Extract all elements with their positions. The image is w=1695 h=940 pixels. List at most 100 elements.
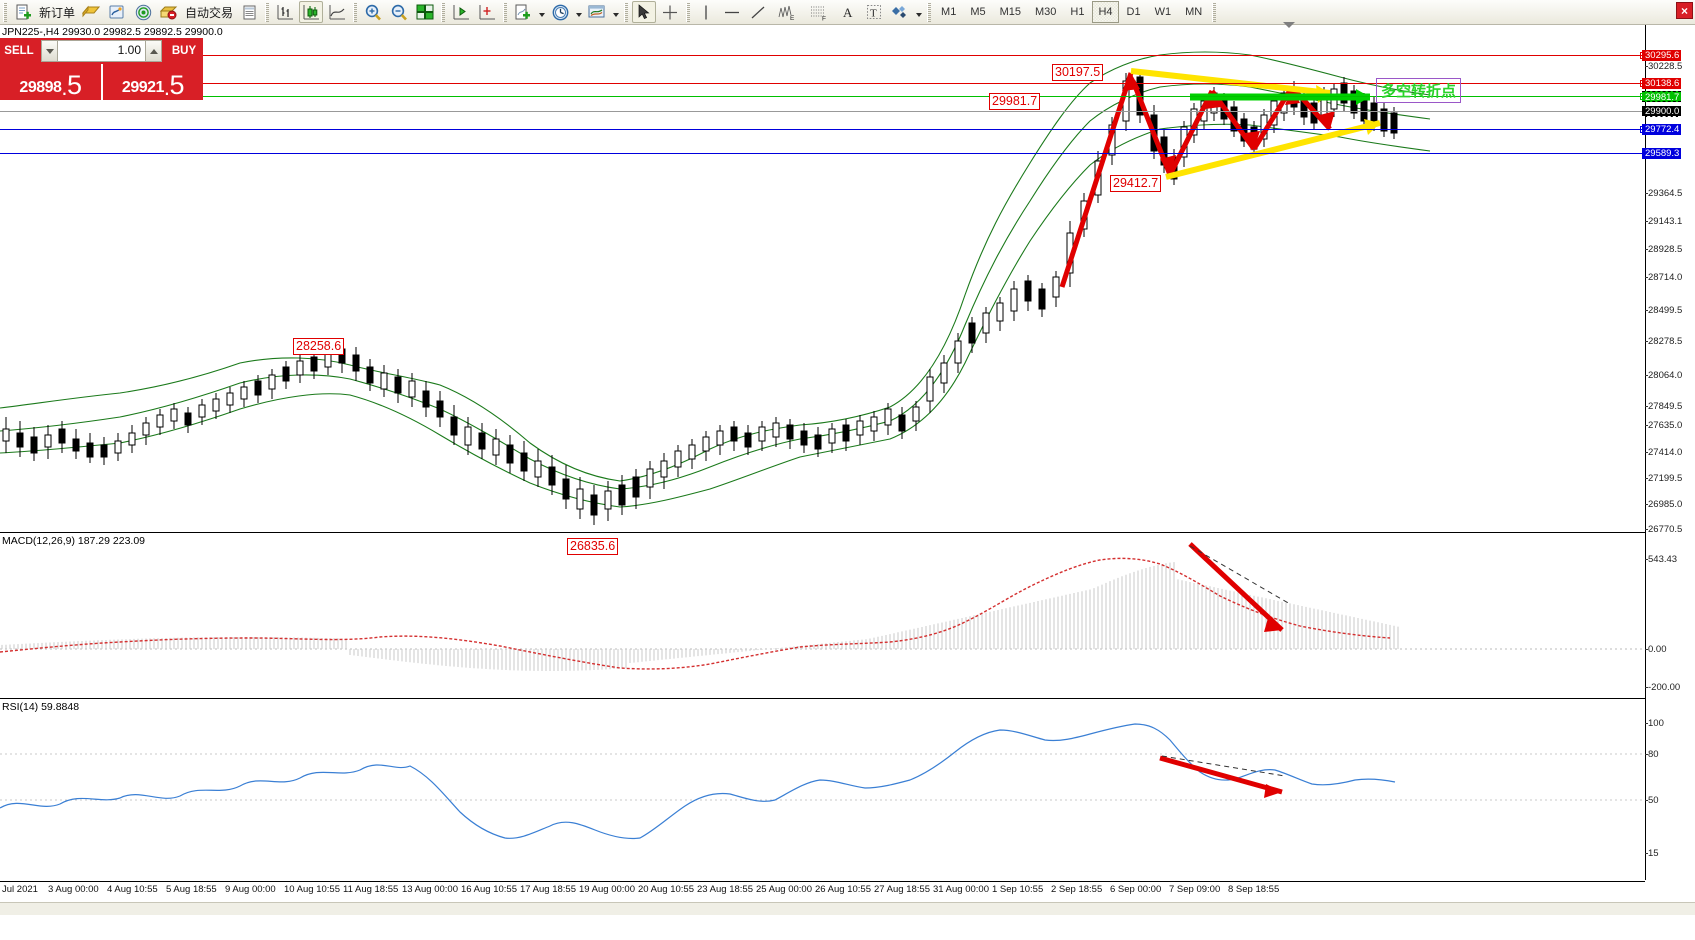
price-level-badge[interactable]: 30138.6 bbox=[1642, 78, 1682, 89]
horizontal-scrollbar[interactable] bbox=[0, 902, 1695, 915]
price-level-badge[interactable]: 29772.4 bbox=[1642, 124, 1682, 135]
close-icon[interactable]: × bbox=[1676, 2, 1693, 19]
swing-point-callout[interactable]: 28258.6 bbox=[293, 338, 345, 355]
toolbar-divider bbox=[927, 2, 932, 22]
news-icon[interactable] bbox=[105, 1, 129, 23]
chart-area[interactable]: JPN225-,H4 29930.0 29982.5 29892.5 29900… bbox=[0, 22, 1695, 940]
buy-price-integer: 29921 bbox=[121, 79, 165, 96]
auto-trading-icon[interactable] bbox=[157, 1, 181, 23]
shift-chart-icon[interactable] bbox=[449, 1, 473, 23]
chevron-down-icon[interactable] bbox=[536, 1, 547, 23]
text-icon[interactable]: A bbox=[836, 1, 860, 23]
buy-label[interactable]: BUY bbox=[165, 38, 203, 64]
cursor-icon[interactable] bbox=[632, 1, 657, 23]
swing-point-callout[interactable]: 30197.5 bbox=[1052, 64, 1104, 81]
sell-button[interactable]: 29898 . 5 bbox=[0, 64, 101, 100]
time-axis[interactable]: Jul 2021 3 Aug 00:00 4 Aug 10:55 5 Aug 18:5… bbox=[0, 881, 1645, 899]
zoom-in-icon[interactable] bbox=[361, 1, 385, 23]
buy-price-fraction: 5 bbox=[169, 70, 185, 100]
text-label-icon[interactable]: T bbox=[862, 1, 886, 23]
vertical-line-icon[interactable] bbox=[694, 1, 718, 23]
volume-decrease-button[interactable] bbox=[41, 40, 58, 62]
price-axis[interactable]: 30228.5 29364.5 29143.1 28928.5 28714.0 28499… bbox=[1642, 25, 1695, 880]
fibonacci-icon[interactable]: F bbox=[804, 1, 834, 23]
timeframe-button-h4[interactable]: H4 bbox=[1092, 1, 1119, 23]
time-axis-label: 16 Aug 10:55 bbox=[461, 884, 517, 895]
time-axis-label: 6 Sep 00:00 bbox=[1110, 884, 1162, 895]
buy-button[interactable]: 29921 . 5 bbox=[101, 64, 203, 100]
order-panel-price-row: 29898 . 5 29921 . 5 bbox=[0, 64, 203, 100]
price-level-badge[interactable]: 29981.7 bbox=[1642, 91, 1682, 103]
tile-windows-icon[interactable] bbox=[413, 1, 437, 23]
swing-point-callout[interactable]: 29412.7 bbox=[1110, 175, 1162, 192]
zoom-out-icon[interactable] bbox=[387, 1, 411, 23]
history-icon[interactable] bbox=[79, 1, 103, 23]
indicator-axis-tick: 80 bbox=[1645, 749, 1659, 760]
svg-text:A: A bbox=[843, 5, 853, 20]
autoscroll-icon[interactable] bbox=[475, 1, 499, 23]
chevron-down-icon[interactable] bbox=[913, 1, 924, 23]
terminal-icon[interactable] bbox=[237, 1, 261, 23]
sell-price-fraction: 5 bbox=[67, 70, 82, 100]
chevron-down-icon[interactable] bbox=[573, 1, 584, 23]
indicator-axis-tick: 543.43 bbox=[1644, 554, 1678, 565]
chevron-down-icon[interactable] bbox=[610, 1, 621, 23]
add-indicator-icon[interactable] bbox=[511, 1, 535, 23]
templates-icon[interactable] bbox=[585, 1, 609, 23]
crosshair-icon[interactable] bbox=[658, 1, 682, 23]
timeframe-button-m30[interactable]: M30 bbox=[1035, 6, 1057, 18]
volume-stepper[interactable]: 1.00 bbox=[38, 38, 165, 64]
price-axis-tick: 27199.5 bbox=[1644, 473, 1683, 484]
horizontal-line-icon[interactable] bbox=[720, 1, 744, 23]
time-axis-label: 20 Aug 10:55 bbox=[638, 884, 694, 895]
order-panel-top-row: SELL 1.00 BUY bbox=[0, 38, 203, 64]
indicator-axis-tick: 50 bbox=[1645, 795, 1659, 806]
timeframe-button-h1[interactable]: H1 bbox=[1070, 6, 1085, 18]
elliott-wave-icon[interactable]: E bbox=[772, 1, 802, 23]
time-axis-label: Jul 2021 bbox=[2, 884, 38, 895]
sell-label[interactable]: SELL bbox=[0, 38, 38, 64]
trendline-icon[interactable] bbox=[746, 1, 770, 23]
volume-input[interactable]: 1.00 bbox=[58, 40, 145, 62]
new-order-label[interactable]: 新订单 bbox=[39, 5, 76, 20]
chevron-down-icon[interactable] bbox=[1283, 22, 1295, 28]
signal-icon[interactable] bbox=[131, 1, 155, 23]
indicator-axis-tick: 100 bbox=[1645, 718, 1664, 729]
objects-icon[interactable] bbox=[888, 1, 912, 23]
period-icon[interactable] bbox=[548, 1, 572, 23]
indicator-axis-tick: -200.00 bbox=[1644, 682, 1681, 693]
candlestick-chart-icon[interactable] bbox=[299, 1, 324, 23]
auto-trading-label[interactable]: 自动交易 bbox=[185, 5, 234, 20]
indicator-axis-tick: 15 bbox=[1645, 848, 1659, 859]
price-axis-tick: 26770.5 bbox=[1644, 524, 1683, 535]
timeframe-button-m15[interactable]: M15 bbox=[999, 6, 1021, 18]
timeframe-button-m5[interactable]: M5 bbox=[970, 6, 986, 18]
bar-chart-icon[interactable] bbox=[273, 1, 297, 23]
rsi-title: RSI(14) 59.8848 bbox=[2, 701, 80, 713]
line-chart-icon[interactable] bbox=[325, 1, 349, 23]
price-pane[interactable]: JPN225-,H4 29930.0 29982.5 29892.5 29900… bbox=[0, 25, 1645, 533]
time-axis-label: 26 Aug 10:55 bbox=[815, 884, 871, 895]
price-axis-tick: 26985.0 bbox=[1644, 499, 1683, 510]
price-level-badge[interactable]: 30295.6 bbox=[1642, 50, 1682, 61]
price-level-badge[interactable]: 29589.3 bbox=[1642, 148, 1682, 159]
rsi-pane[interactable]: RSI(14) 59.8848 bbox=[0, 700, 1645, 880]
timeframe-button-d1[interactable]: D1 bbox=[1126, 6, 1141, 18]
toolbar-divider bbox=[503, 2, 508, 22]
macd-pane[interactable]: MACD(12,26,9) 187.29 223.09 bbox=[0, 534, 1645, 699]
analysis-arrows bbox=[1059, 68, 1381, 288]
timeframe-button-mn[interactable]: MN bbox=[1185, 6, 1203, 18]
new-order-icon[interactable] bbox=[11, 1, 35, 23]
timeframe-button-m1[interactable]: M1 bbox=[941, 6, 957, 18]
volume-increase-button[interactable] bbox=[145, 40, 162, 62]
time-axis-label: 25 Aug 00:00 bbox=[756, 884, 812, 895]
timeframe-button-w1[interactable]: W1 bbox=[1154, 6, 1172, 18]
swing-point-callout[interactable]: 26835.6 bbox=[567, 538, 619, 555]
toolbar-divider bbox=[441, 2, 446, 22]
price-level-badge[interactable]: 29900.0 bbox=[1642, 106, 1682, 117]
swing-point-callout[interactable]: 29981.7 bbox=[989, 93, 1041, 110]
toolbar-divider bbox=[624, 2, 629, 22]
time-axis-label: 31 Aug 00:00 bbox=[933, 884, 989, 895]
one-click-trading-panel[interactable]: SELL 1.00 BUY 29898 . 5 29921 . 5 bbox=[0, 38, 203, 100]
chart-annotation-note[interactable]: 多空转折点 bbox=[1376, 78, 1462, 103]
